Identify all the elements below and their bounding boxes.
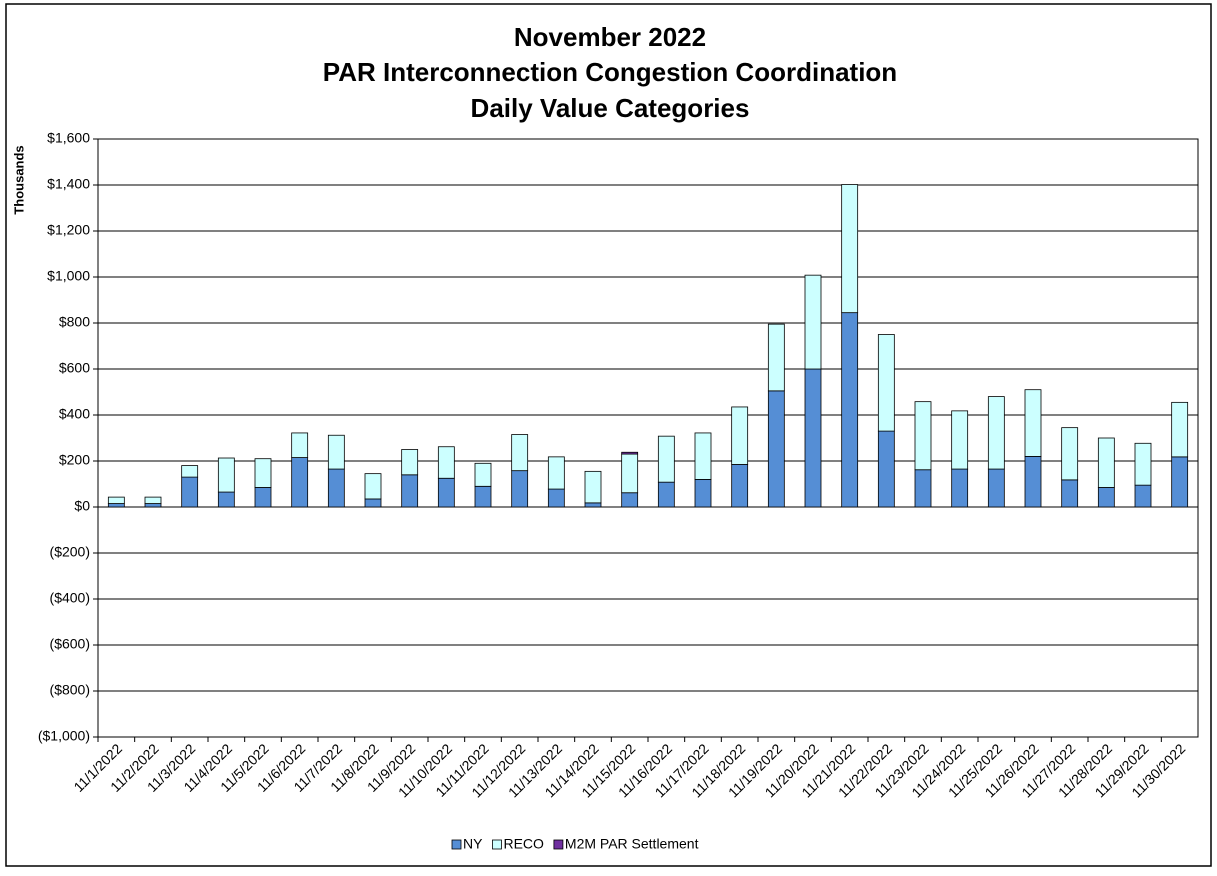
bar-segment: [291, 432, 309, 458]
bar-segment: [584, 502, 602, 508]
bar-segment: [621, 492, 639, 508]
bar-segment: [1171, 456, 1189, 508]
bar-segment: [107, 503, 125, 508]
bar-segment: [841, 312, 859, 508]
y-tick-label: ($400): [50, 590, 90, 606]
bar-segment: [694, 478, 712, 508]
bar-segment: [841, 184, 859, 314]
bar-segment: [291, 457, 309, 508]
y-tick-label: ($600): [50, 636, 90, 652]
plot-area: [97, 138, 1199, 738]
bar-segment: [657, 481, 675, 508]
legend-label: M2M PAR Settlement: [565, 836, 699, 852]
y-tick-label: ($1,000): [38, 728, 90, 744]
bar-segment: [877, 334, 895, 432]
bar-segment: [401, 449, 419, 476]
bar-segment: [401, 474, 419, 508]
bar-segment: [914, 469, 932, 508]
bar-segment: [914, 401, 932, 471]
bar-segment: [1171, 401, 1189, 458]
bar-segment: [731, 406, 749, 465]
y-tick-label: ($800): [50, 682, 90, 698]
bar-segment: [364, 473, 382, 500]
y-tick-label: $0: [74, 498, 90, 514]
bar-segment: [767, 390, 785, 508]
legend-label: NY: [463, 836, 483, 852]
bar-segment: [327, 468, 345, 508]
bar-segment: [1061, 479, 1079, 508]
bar-segment: [254, 487, 272, 508]
y-tick-label: $600: [59, 360, 90, 376]
y-tick-label: ($200): [50, 544, 90, 560]
bar-segment: [474, 485, 492, 508]
bar-segment: [181, 465, 199, 478]
bar-segment: [1134, 442, 1152, 486]
bar-segment: [511, 434, 529, 472]
bar-segment: [437, 446, 455, 479]
bar-segment: [1097, 487, 1115, 508]
bar-segment: [217, 491, 235, 508]
y-tick-label: $1,000: [47, 268, 90, 284]
bar-segment: [511, 470, 529, 508]
legend-swatch: [553, 839, 564, 850]
bar-segment: [621, 453, 639, 494]
bar-segment: [107, 496, 125, 504]
bar-segment: [474, 462, 492, 487]
bar-segment: [144, 496, 162, 504]
bar-segment: [217, 457, 235, 493]
y-tick-label: $400: [59, 406, 90, 422]
bar-segment: [364, 498, 382, 508]
y-tick-label: $200: [59, 452, 90, 468]
y-tick-label: $800: [59, 314, 90, 330]
bar-segment: [767, 323, 785, 392]
bar-segment: [804, 274, 822, 370]
y-tick-label: $1,400: [47, 176, 90, 192]
y-tick-label: $1,200: [47, 222, 90, 238]
bar-segment: [987, 396, 1005, 470]
chart-title: Daily Value Categories: [471, 93, 750, 123]
chart-title: PAR Interconnection Congestion Coordinat…: [323, 57, 897, 87]
legend-label: RECO: [503, 836, 544, 852]
bar-segment: [731, 464, 749, 508]
legend-swatch: [451, 839, 462, 850]
bar-segment: [254, 458, 272, 488]
bar-segment: [951, 468, 969, 508]
y-tick-label: $1,600: [47, 130, 90, 146]
bar-segment: [657, 435, 675, 483]
bar-segment: [694, 432, 712, 480]
chart-title: November 2022: [514, 22, 706, 52]
bar-segment: [437, 477, 455, 508]
bar-segment: [1134, 484, 1152, 508]
bar-segment: [1097, 437, 1115, 488]
bar-segment: [951, 410, 969, 470]
bar-segment: [181, 476, 199, 508]
bar-segment: [547, 488, 565, 508]
bar-segment: [1061, 427, 1079, 481]
bar-segment: [987, 468, 1005, 508]
bar-segment: [804, 368, 822, 508]
bar-segment: [327, 434, 345, 470]
bar-segment: [877, 430, 895, 508]
y-axis-label: Thousands: [11, 145, 26, 214]
bar-segment: [144, 503, 162, 508]
bar-segment: [1024, 455, 1042, 508]
bar-segment: [547, 456, 565, 490]
bar-segment: [1024, 389, 1042, 457]
legend-swatch: [492, 839, 502, 850]
bar-segment: [621, 451, 639, 455]
bar-segment: [584, 470, 602, 504]
